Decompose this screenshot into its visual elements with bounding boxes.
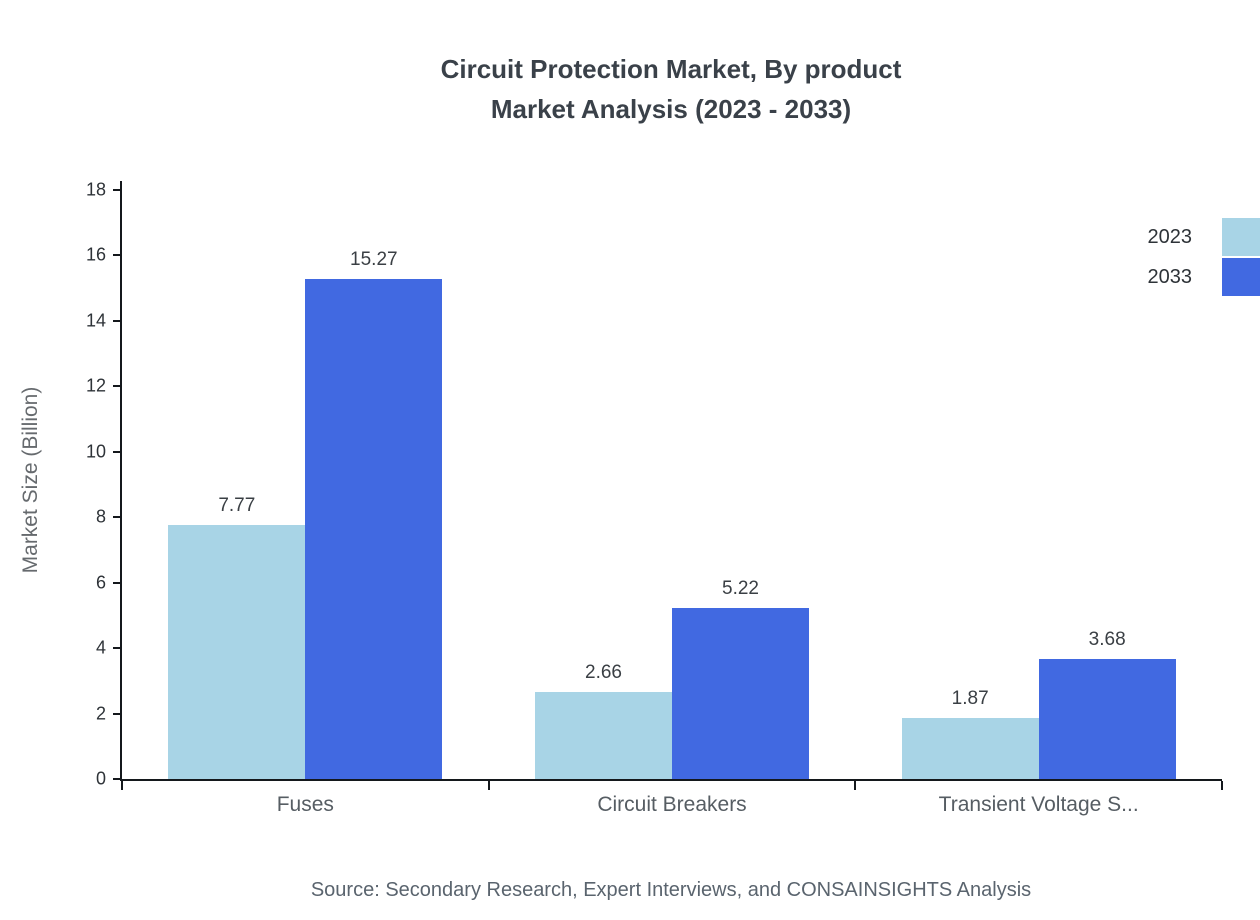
bar-rect xyxy=(1038,658,1176,779)
y-tick-mark xyxy=(113,385,122,388)
bar-value-label: 3.68 xyxy=(1088,628,1126,650)
bar-2023: 2.66 xyxy=(535,190,672,779)
bar-2023: 1.87 xyxy=(901,190,1039,779)
y-tick-label: 0 xyxy=(95,768,106,789)
y-axis-cap xyxy=(120,181,122,190)
chart-title-line-2: Market Analysis (2023 - 2033) xyxy=(490,94,852,124)
plot-area: 0 2 4 6 8 10 12 14 16 18 7.77 15.27 2.66 5.22 1.87 3.6… xyxy=(86,180,1223,816)
y-tick-mark xyxy=(113,319,122,322)
x-axis-labels: Fuses Circuit Breakers Transient Voltage S… xyxy=(122,793,1222,817)
bar-groups: 7.77 15.27 2.66 5.22 1.87 3.68 xyxy=(122,190,1222,779)
y-tick-mark xyxy=(113,778,122,780)
bar-2033: 3.68 xyxy=(1038,190,1176,779)
y-tick-mark xyxy=(113,581,122,584)
y-tick-label: 14 xyxy=(85,310,106,331)
y-tick-label: 8 xyxy=(95,506,106,527)
x-category-label: Transient Voltage S... xyxy=(938,793,1139,816)
legend-label: 2033 xyxy=(1147,265,1193,288)
y-axis: 0 2 4 6 8 10 12 14 16 18 xyxy=(86,180,1222,789)
x-tick-mark xyxy=(1221,781,1223,790)
x-category-label: Circuit Breakers xyxy=(597,793,747,816)
chart-title-line-1: Circuit Protection Market, By product xyxy=(440,54,902,84)
y-tick-label: 6 xyxy=(95,572,106,593)
y-tick-mark xyxy=(113,450,122,453)
bar-value-label: 15.27 xyxy=(350,249,398,271)
y-tick-mark xyxy=(113,712,122,715)
bar-rect xyxy=(305,279,443,779)
chart-title: Circuit Protection Market, By product Ma… xyxy=(120,49,1222,129)
legend-swatch xyxy=(1222,258,1260,296)
y-tick-mark xyxy=(113,516,122,519)
x-category-label: Fuses xyxy=(276,793,334,816)
y-tick-label: 2 xyxy=(95,703,106,724)
x-tick-mark xyxy=(487,781,490,790)
source-note: Source: Secondary Research, Expert Inter… xyxy=(310,879,1032,901)
x-tick-mark xyxy=(854,781,857,790)
legend-item-2033: 2033 xyxy=(1148,258,1260,296)
y-tick-label: 16 xyxy=(85,244,106,265)
legend-swatch xyxy=(1222,218,1260,256)
bar-value-label: 7.77 xyxy=(218,494,256,516)
bar-rect xyxy=(168,524,306,779)
legend: 2023 2033 xyxy=(1148,218,1260,296)
bar-group: 7.77 15.27 xyxy=(122,190,489,779)
y-tick-mark xyxy=(113,647,122,650)
y-tick-label: 4 xyxy=(95,637,106,658)
bar-group: 1.87 3.68 xyxy=(855,190,1222,779)
y-tick-label: 10 xyxy=(85,441,106,462)
y-tick-label: 18 xyxy=(85,179,106,200)
bar-2033: 15.27 xyxy=(305,190,443,779)
bar-rect xyxy=(535,691,672,779)
y-tick-label: 12 xyxy=(85,375,106,396)
bar-2023: 7.77 xyxy=(168,190,306,779)
bar-group: 2.66 5.22 xyxy=(489,190,856,779)
bar-rect xyxy=(901,717,1039,779)
x-tick-mark xyxy=(121,781,123,790)
y-axis-title: Market Size (Billion) xyxy=(19,386,42,574)
bar-value-label: 5.22 xyxy=(722,578,759,600)
bar-rect xyxy=(672,608,809,779)
legend-label: 2023 xyxy=(1147,225,1193,248)
x-axis-ticks xyxy=(121,779,1223,790)
y-tick-mark xyxy=(113,189,122,191)
bar-2033: 5.22 xyxy=(672,190,809,779)
legend-item-2023: 2023 xyxy=(1148,218,1260,256)
y-tick-mark xyxy=(113,254,122,257)
bar-value-label: 2.66 xyxy=(585,661,622,683)
bar-value-label: 1.87 xyxy=(951,687,989,709)
